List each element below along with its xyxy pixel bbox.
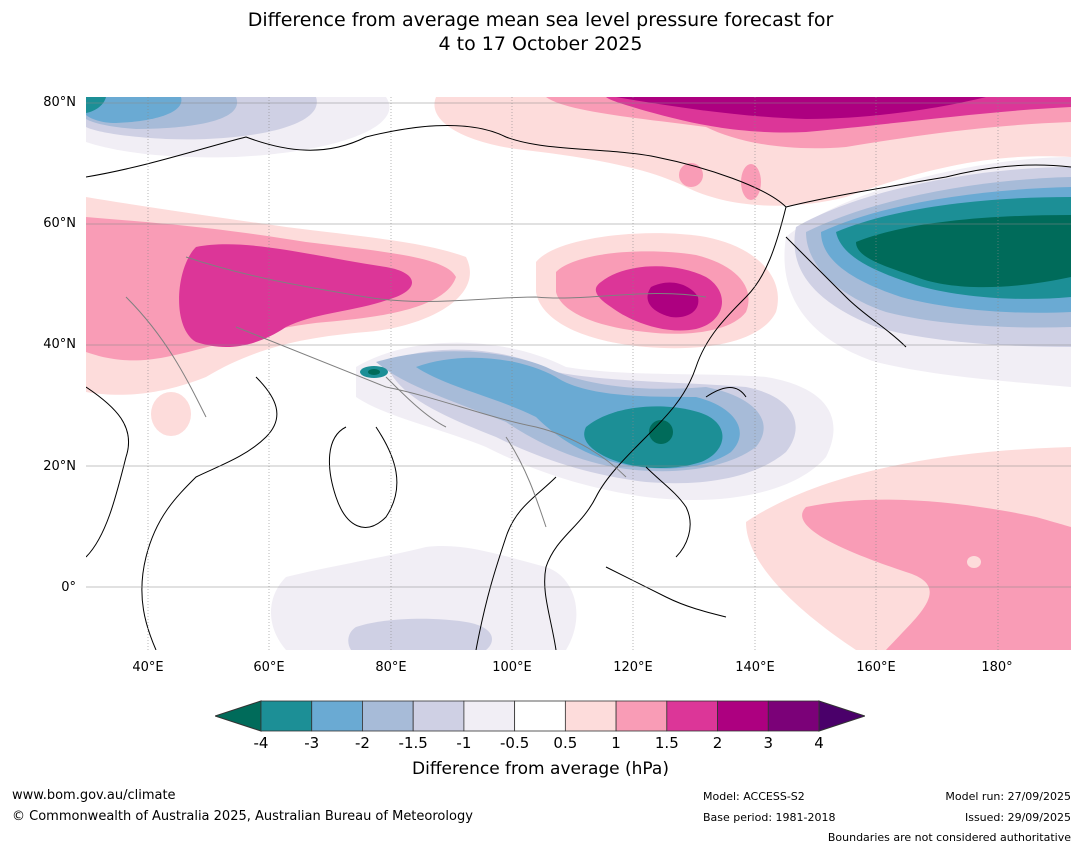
boundaries-disclaimer: Boundaries are not considered authoritat… <box>827 831 1071 844</box>
anomaly-region-indian-ocean-low <box>271 546 577 650</box>
lon-label-160e: 160°E <box>856 660 896 675</box>
colorbar-cell <box>564 700 617 732</box>
copyright-text: © Commonwealth of Australia 2025, Austra… <box>12 809 473 824</box>
lon-label-40e: 40°E <box>132 660 164 675</box>
lat-label-60n: 60°N <box>43 216 76 231</box>
pressure-anomaly-map <box>86 97 1071 650</box>
colorbar-cell <box>362 700 414 732</box>
lon-label-140e: 140°E <box>735 660 775 675</box>
colorbar-tick-label: 0.5 <box>553 734 578 752</box>
lon-label-100e: 100°E <box>492 660 532 675</box>
base-period: Base period: 1981-2018 <box>703 811 836 824</box>
model-name: Model: ACCESS-S2 <box>703 790 805 803</box>
colorbar-tick-label: 1.5 <box>654 734 679 752</box>
colorbar-arrow-high <box>818 700 865 732</box>
colorbar-label: Difference from average (hPa) <box>412 759 669 779</box>
anomaly-region-central-asia-high <box>86 197 470 436</box>
colorbar-cell <box>260 700 313 732</box>
website-link[interactable]: www.bom.gov.au/climate <box>12 788 176 803</box>
colorbar-cell <box>311 700 363 732</box>
colorbar-cell <box>463 700 516 732</box>
coastlines <box>86 125 1071 650</box>
lat-label-0: 0° <box>61 580 76 595</box>
colorbar-tick-label: -2 <box>354 734 370 752</box>
colorbar-tick-label: -1 <box>456 734 472 752</box>
colorbar-cell <box>514 700 566 732</box>
colorbar-tick-label: -4 <box>253 734 269 752</box>
colorbar-cell <box>767 700 820 732</box>
colorbar-arrow-low <box>215 700 262 732</box>
colorbar-cell <box>666 700 718 732</box>
colorbar-tick-label: 2 <box>712 734 723 752</box>
anomaly-region-kamchatka-low <box>784 157 1071 387</box>
colorbar-tick-label: -3 <box>304 734 320 752</box>
anomaly-region-pacific-high <box>746 447 1071 650</box>
model-run-date: Model run: 27/09/2025 <box>945 790 1071 803</box>
map-title: Difference from average mean sea level p… <box>0 8 1081 56</box>
lon-label-80e: 80°E <box>375 660 407 675</box>
anomaly-region-arctic-high <box>434 97 1071 206</box>
lon-label-120e: 120°E <box>613 660 653 675</box>
lon-label-60e: 60°E <box>253 660 285 675</box>
lon-label-180: 180° <box>981 660 1013 675</box>
colorbar-tick-label: 1 <box>611 734 621 752</box>
gridlines <box>86 97 1071 650</box>
issued-date: Issued: 29/09/2025 <box>964 811 1071 824</box>
colorbar-tick-label: -0.5 <box>499 734 530 752</box>
anomaly-region-east-china-sea-low <box>356 342 834 501</box>
colorbar <box>215 700 865 732</box>
colorbar-tick-label: 3 <box>763 734 774 752</box>
colorbar-cell <box>615 700 668 732</box>
colorbar-tick-label: -1.5 <box>398 734 428 752</box>
colorbar-cell <box>412 700 465 732</box>
colorbar-cell <box>717 700 769 732</box>
lat-label-20n: 20°N <box>43 459 76 474</box>
title-line-1: Difference from average mean sea level p… <box>247 9 834 31</box>
colorbar-tick-label: 4 <box>814 734 824 752</box>
map-canvas <box>86 97 1071 650</box>
title-line-2: 4 to 17 October 2025 <box>438 33 643 55</box>
lat-label-40n: 40°N <box>43 337 76 352</box>
anomaly-region-northwest-low <box>86 97 390 158</box>
country-borders <box>125 256 707 528</box>
anomaly-region-mongolia-high <box>536 233 778 349</box>
lat-label-80n: 80°N <box>43 95 76 110</box>
